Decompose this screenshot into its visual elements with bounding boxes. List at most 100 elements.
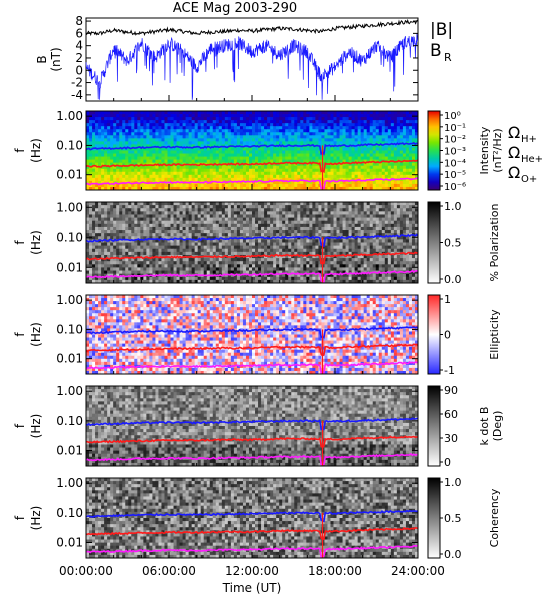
heatmap-cell: [315, 236, 319, 240]
heatmap-cell: [197, 223, 202, 228]
heatmap-cell: [227, 114, 232, 118]
heatmap-cell: [158, 205, 162, 209]
heatmap-cell: [248, 245, 253, 250]
heatmap-cell: [122, 239, 126, 243]
heatmap-cell: [104, 114, 108, 118]
heatmap-cell: [414, 180, 419, 185]
heatmap-cell: [179, 211, 183, 215]
heatmap-cell: [348, 226, 352, 231]
heatmap-cell: [405, 208, 410, 212]
heatmap-cell: [134, 205, 138, 209]
heatmap-cell: [236, 168, 241, 173]
heatmap-cell: [258, 159, 262, 164]
heatmap-cell: [218, 211, 223, 215]
heatmap-cell: [312, 226, 316, 231]
heatmap-cell: [125, 144, 129, 148]
heatmap-cell: [414, 242, 419, 247]
heatmap-cell: [212, 171, 217, 176]
heatmap-cell: [212, 135, 217, 139]
heatmap-cell: [89, 186, 93, 191]
heatmap-cell: [161, 135, 165, 139]
heatmap-cell: [224, 150, 229, 154]
heatmap-cell: [86, 248, 90, 253]
heatmap-cell: [152, 251, 156, 256]
heatmap-cell: [294, 230, 298, 234]
heatmap-cell: [176, 141, 180, 145]
heatmap-cell: [270, 217, 274, 222]
heatmap-cell: [143, 186, 147, 191]
heatmap-cell: [134, 168, 138, 173]
heatmap-cell: [161, 120, 165, 124]
heatmap-cell: [297, 208, 301, 212]
heatmap-cell: [200, 258, 205, 262]
heatmap-cell: [327, 120, 331, 124]
heatmap-cell: [101, 129, 105, 133]
heatmap-cell: [191, 132, 196, 136]
heatmap-cell: [378, 120, 383, 124]
heatmap-cell: [411, 208, 416, 212]
heatmap-cell: [315, 150, 319, 154]
heatmap-cell: [399, 236, 404, 240]
heatmap-cell: [236, 230, 241, 234]
heatmap-cell: [176, 208, 180, 212]
heatmap-cell: [107, 114, 111, 118]
heatmap-cell: [200, 220, 205, 225]
heatmap-cell: [119, 126, 123, 130]
heatmap-cell: [306, 111, 310, 115]
heatmap-cell: [218, 150, 223, 154]
heatmap-cell: [258, 132, 262, 136]
heatmap-cell: [360, 123, 365, 127]
heatmap-cell: [134, 258, 138, 262]
heatmap-cell: [104, 254, 108, 259]
heatmap-cell: [351, 132, 356, 136]
heatmap-cell: [242, 202, 247, 206]
heatmap-cell: [252, 248, 256, 253]
heatmap-cell: [411, 153, 416, 157]
heatmap-cell: [137, 171, 141, 176]
heatmap-cell: [270, 156, 274, 161]
heatmap-cell: [294, 129, 298, 133]
heatmap-cell: [369, 132, 374, 136]
heatmap-cell: [248, 202, 253, 206]
heatmap-cell: [245, 248, 250, 253]
heatmap-cell: [179, 208, 183, 212]
heatmap-cell: [285, 111, 289, 115]
heatmap-cell: [155, 230, 159, 234]
heatmap-cell: [366, 217, 371, 222]
heatmap-cell: [294, 245, 298, 250]
heatmap-cell: [357, 239, 362, 243]
heatmap-cell: [252, 245, 256, 250]
heatmap-cell: [122, 174, 126, 179]
heatmap-cell: [366, 135, 371, 139]
heatmap-cell: [312, 159, 316, 164]
heatmap-cell: [224, 245, 229, 250]
heatmap-cell: [86, 226, 90, 231]
heatmap-cell: [255, 126, 259, 130]
heatmap-cell: [224, 117, 229, 121]
heatmap-cell: [248, 230, 253, 234]
heatmap-cell: [372, 248, 377, 253]
heatmap-cell: [146, 147, 150, 151]
heatmap-cell: [230, 153, 235, 157]
heatmap-cell: [342, 132, 346, 136]
heatmap-cell: [336, 159, 340, 164]
heatmap-cell: [342, 138, 346, 142]
heatmap-cell: [98, 162, 102, 167]
heatmap-cell: [107, 211, 111, 215]
heatmap-cell: [188, 223, 193, 228]
heatmap-cell: [212, 126, 217, 130]
heatmap-cell: [348, 242, 352, 247]
heatmap-cell: [381, 111, 386, 115]
heatmap-cell: [194, 233, 199, 237]
heatmap-cell: [312, 117, 316, 121]
heatmap-cell: [414, 223, 419, 228]
heatmap-cell: [188, 117, 193, 121]
heatmap-cell: [279, 214, 283, 218]
heatmap-cell: [218, 239, 223, 243]
heatmap-cell: [285, 126, 289, 130]
heatmap-cell: [378, 183, 383, 188]
heatmap-cell: [191, 248, 196, 253]
heatmap-cell: [128, 135, 132, 139]
heatmap-cell: [173, 159, 177, 164]
heatmap-cell: [116, 236, 120, 240]
